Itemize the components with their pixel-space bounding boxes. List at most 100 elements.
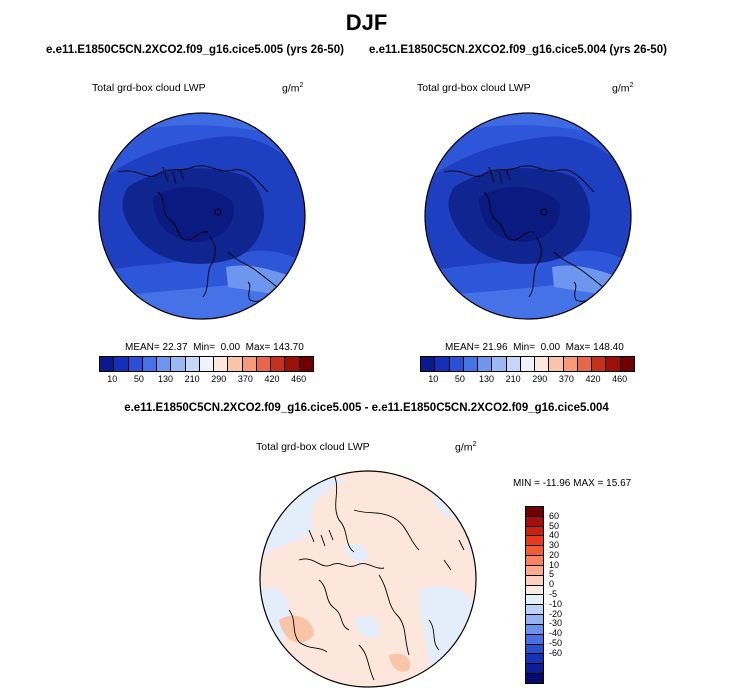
diff-stats: MIN = -11.96 MAX = 15.67 bbox=[513, 478, 632, 489]
colorbar-swatch bbox=[526, 546, 543, 557]
colorbar-swatch bbox=[463, 357, 479, 371]
colorbar-swatch bbox=[526, 595, 543, 606]
colorbar-swatch bbox=[299, 357, 313, 371]
colorbar-swatch bbox=[526, 536, 543, 547]
abs-colorbar-ticks-right: 10 50 130 210 290 370 420 460 bbox=[420, 374, 635, 386]
abs-colorbar-left bbox=[99, 356, 314, 372]
panel-units-left: g/m2 bbox=[282, 82, 304, 95]
colorbar-swatch bbox=[563, 357, 578, 371]
colorbar-tick-label: 290 bbox=[211, 374, 227, 384]
colorbar-swatch bbox=[526, 674, 543, 683]
colorbar-tick-label: 210 bbox=[184, 374, 200, 384]
colorbar-swatch bbox=[242, 357, 257, 371]
panel-units-right: g/m2 bbox=[612, 82, 634, 95]
colorbar-tick-label: 370 bbox=[558, 374, 574, 384]
colorbar-swatch bbox=[535, 357, 550, 371]
colorbar-swatch bbox=[100, 357, 115, 371]
colorbar-tick-label: 130 bbox=[158, 374, 174, 384]
colorbar-swatch bbox=[526, 654, 543, 665]
colorbar-tick-label: -20 bbox=[549, 608, 563, 619]
colorbar-tick-label: 460 bbox=[291, 374, 307, 384]
case-title-right: e.e11.E1850C5CN.2XCO2.f09_g16.cice5.004 … bbox=[369, 44, 667, 56]
colorbar-swatch bbox=[492, 357, 507, 371]
colorbar-swatch bbox=[592, 357, 607, 371]
colorbar-tick-label: 20 bbox=[549, 549, 560, 560]
case-title-left: e.e11.E1850C5CN.2XCO2.f09_g16.cice5.005 … bbox=[46, 44, 344, 56]
colorbar-swatch bbox=[526, 556, 543, 566]
colorbar-swatch bbox=[526, 516, 543, 527]
colorbar-swatch bbox=[526, 664, 543, 675]
colorbar-swatch bbox=[526, 575, 543, 586]
panel-variable-label-left: Total grd-box cloud LWP bbox=[92, 82, 206, 94]
colorbar-swatch bbox=[520, 357, 536, 371]
colorbar-swatch bbox=[606, 357, 621, 371]
colorbar-tick-label: 0 bbox=[549, 579, 555, 590]
colorbar-tick-label: 5 bbox=[549, 569, 555, 580]
colorbar-tick-label: 420 bbox=[264, 374, 280, 384]
colorbar-tick-label: 370 bbox=[237, 374, 253, 384]
colorbar-swatch bbox=[157, 357, 172, 371]
diff-colorbar bbox=[525, 506, 544, 684]
diff-variable-label: Total grd-box cloud LWP bbox=[256, 441, 370, 453]
abs-colorbar-right bbox=[420, 356, 635, 372]
abs-colorbar-ticks-left: 10 50 130 210 290 370 420 460 bbox=[99, 374, 314, 386]
colorbar-swatch bbox=[228, 357, 243, 371]
colorbar-swatch bbox=[128, 357, 143, 371]
colorbar-tick-label: 50 bbox=[133, 374, 144, 384]
colorbar-tick-label: 420 bbox=[585, 374, 601, 384]
colorbar-swatch bbox=[199, 357, 215, 371]
panel-stats-right: MEAN= 21.96 Min= 0.00 Max= 148.40 bbox=[445, 342, 624, 353]
colorbar-swatch bbox=[526, 565, 543, 576]
colorbar-tick-label: 10 bbox=[107, 374, 118, 384]
colorbar-swatch bbox=[185, 357, 200, 371]
colorbar-swatch bbox=[577, 357, 593, 371]
colorbar-swatch bbox=[142, 357, 158, 371]
colorbar-tick-label: -5 bbox=[549, 589, 558, 599]
colorbar-tick-label: 210 bbox=[505, 374, 521, 384]
colorbar-tick-label: -30 bbox=[549, 618, 563, 629]
colorbar-swatch bbox=[285, 357, 300, 371]
colorbar-tick-label: 290 bbox=[532, 374, 548, 384]
colorbar-swatch bbox=[449, 357, 464, 371]
colorbar-tick-label: 50 bbox=[549, 520, 560, 531]
colorbar-swatch bbox=[421, 357, 436, 371]
page-title: DJF bbox=[345, 10, 388, 35]
colorbar-tick-label: 460 bbox=[612, 374, 628, 384]
colorbar-swatch bbox=[114, 357, 129, 371]
colorbar-swatch bbox=[256, 357, 272, 371]
colorbar-swatch bbox=[171, 357, 186, 371]
colorbar-swatch bbox=[526, 624, 543, 635]
colorbar-tick-label: -40 bbox=[549, 628, 563, 639]
polar-map-right bbox=[424, 112, 632, 320]
colorbar-swatch bbox=[526, 615, 543, 625]
colorbar-swatch bbox=[506, 357, 521, 371]
colorbar-tick-label: -10 bbox=[549, 598, 563, 609]
diff-colorbar-ticks: 60 50 40 30 20 10 5 0 -5 -10 -20 -30 -40 -50 -60 bbox=[549, 506, 579, 682]
colorbar-tick-label: 10 bbox=[549, 559, 560, 570]
colorbar-swatch bbox=[478, 357, 493, 371]
colorbar-tick-label: 30 bbox=[549, 540, 560, 551]
polar-map-diff bbox=[259, 470, 477, 688]
diff-title: e.e11.E1850C5CN.2XCO2.f09_g16.cice5.005 … bbox=[124, 402, 609, 414]
colorbar-swatch bbox=[620, 357, 634, 371]
colorbar-tick-label: 40 bbox=[549, 530, 560, 541]
colorbar-swatch bbox=[435, 357, 450, 371]
diff-units: g/m2 bbox=[455, 441, 477, 454]
colorbar-swatch bbox=[526, 644, 543, 655]
colorbar-swatch bbox=[549, 357, 564, 371]
colorbar-swatch bbox=[526, 634, 543, 645]
panel-stats-left: MEAN= 22.37 Min= 0.00 Max= 143.70 bbox=[125, 342, 304, 353]
colorbar-swatch bbox=[214, 357, 229, 371]
panel-variable-label-right: Total grd-box cloud LWP bbox=[417, 82, 531, 94]
colorbar-tick-label: -60 bbox=[549, 647, 563, 658]
colorbar-tick-label: -50 bbox=[549, 637, 563, 648]
colorbar-swatch bbox=[526, 526, 543, 537]
colorbar-swatch bbox=[271, 357, 286, 371]
colorbar-swatch bbox=[526, 507, 543, 517]
polar-map-left bbox=[98, 112, 306, 320]
colorbar-tick-label: 10 bbox=[428, 374, 439, 384]
colorbar-tick-label: 60 bbox=[549, 510, 560, 521]
colorbar-tick-label: 130 bbox=[479, 374, 495, 384]
colorbar-swatch bbox=[526, 605, 543, 616]
colorbar-tick-label: 50 bbox=[454, 374, 465, 384]
